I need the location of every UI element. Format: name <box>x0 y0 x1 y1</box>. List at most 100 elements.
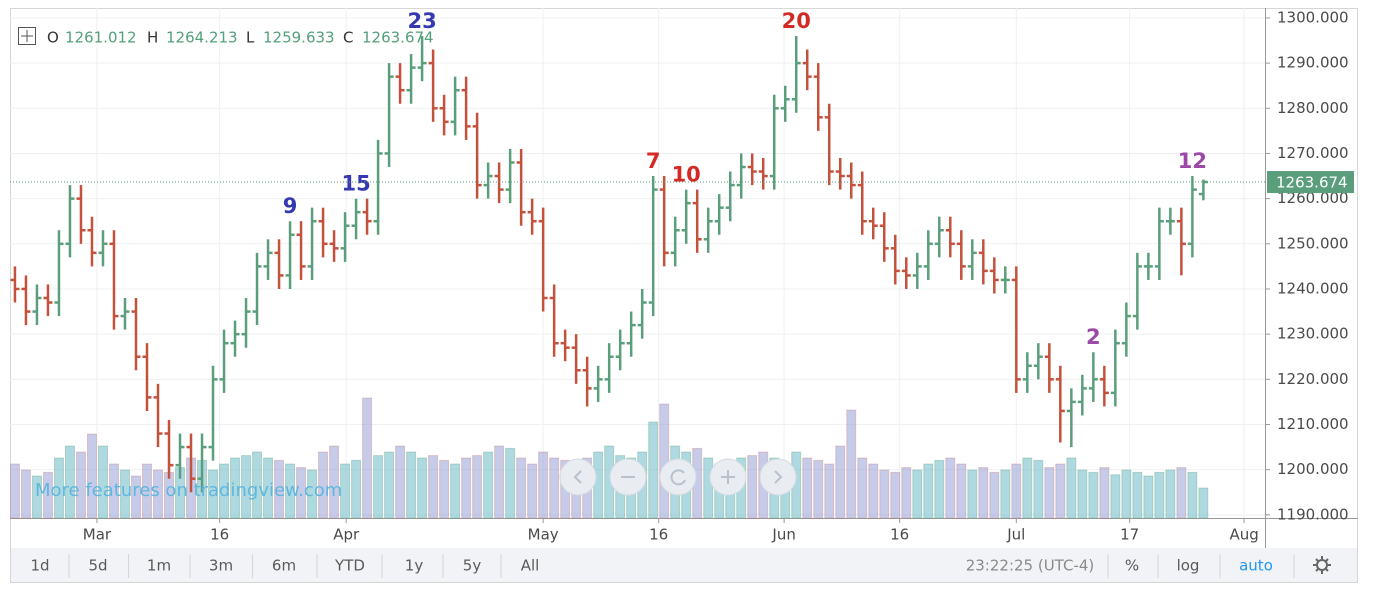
x-tick-label: Jun <box>771 526 795 544</box>
volume-bar <box>406 451 417 519</box>
volume-bar <box>75 451 86 519</box>
annotation: 20 <box>782 9 811 33</box>
volume-bar <box>1099 467 1110 519</box>
x-tick-label: 16 <box>890 526 909 544</box>
volume-bar <box>648 421 659 519</box>
volume-bar <box>956 463 967 519</box>
volume-bar <box>901 467 912 519</box>
y-tick-label: 1270.000 <box>1277 144 1349 162</box>
last-price-box <box>1267 171 1354 194</box>
gear-hub <box>1316 559 1328 571</box>
volume-bar <box>9 463 20 519</box>
watermark: More features on tradingview.com <box>35 480 342 501</box>
volume-bar <box>813 459 824 519</box>
scroll-left[interactable] <box>559 458 597 496</box>
volume-bar <box>428 455 439 519</box>
volume-bar <box>945 457 956 519</box>
x-tick-label: Apr <box>333 526 360 544</box>
auto-button[interactable]: auto <box>1239 557 1273 575</box>
header-icon-plus <box>21 30 33 42</box>
annotation: 12 <box>1178 149 1207 173</box>
scroll-right[interactable] <box>759 458 797 496</box>
volume-bar <box>1055 463 1066 519</box>
volume-bar <box>230 457 241 519</box>
ohlc-value: 1264.213 <box>166 29 238 47</box>
range-button[interactable]: 3m <box>209 557 233 575</box>
range-button[interactable]: 1d <box>30 557 49 575</box>
volume-bar <box>119 469 130 519</box>
volume-bar <box>978 467 989 519</box>
volume-bar <box>241 455 252 519</box>
x-tick-label: Aug <box>1229 526 1258 544</box>
range-button[interactable]: All <box>521 557 540 575</box>
volume-bar <box>593 451 604 519</box>
volume-bar <box>802 457 813 519</box>
toolbar-bg <box>11 548 1357 582</box>
volume-bar <box>340 463 351 519</box>
volume-bar <box>130 475 141 519</box>
volume-bar <box>472 455 483 519</box>
volume-bar <box>1088 471 1099 519</box>
x-tick-label: 16 <box>210 526 229 544</box>
range-button[interactable]: 1y <box>405 557 424 575</box>
range-button[interactable]: 6m <box>272 557 296 575</box>
volume-bar <box>20 469 31 519</box>
volume-bar <box>703 457 714 519</box>
y-tick-label: 1230.000 <box>1277 325 1349 343</box>
volume-bar <box>417 457 428 519</box>
last-price-label: 1263.674 <box>1276 174 1348 192</box>
annotation: 10 <box>672 163 701 187</box>
labels: 1190.000 1200.000 1210.000 1220.000 1230.000… <box>10 8 1354 544</box>
icon-left <box>573 470 582 484</box>
volume-bar <box>1022 457 1033 519</box>
percent-button[interactable]: % <box>1125 557 1139 575</box>
volume-bar <box>108 463 119 519</box>
volume-bar <box>1132 471 1143 519</box>
volume-bar <box>153 469 164 519</box>
settings-button[interactable] <box>1313 556 1331 574</box>
y-tick-label: 1290.000 <box>1277 54 1349 72</box>
volume-bar <box>219 463 230 519</box>
volume-bar <box>208 469 219 519</box>
x-tick-label: Mar <box>83 526 112 544</box>
volume-bar <box>362 397 373 519</box>
y-tick-label: 1210.000 <box>1277 415 1349 433</box>
icon-right <box>774 470 783 484</box>
volume-bar <box>538 451 549 519</box>
range-button[interactable]: 5y <box>463 557 482 575</box>
volume-bar <box>1011 463 1022 519</box>
annotation: 23 <box>407 9 436 33</box>
volume-bar <box>934 459 945 519</box>
volume-bar <box>252 451 263 519</box>
volume-bar <box>384 451 395 519</box>
toolbar: 23:22:25 (UTC-4) % log auto 1d 5d 1m 3m 6m YT… <box>30 554 1331 578</box>
volume-bar <box>450 463 461 519</box>
range-button[interactable]: YTD <box>334 557 365 575</box>
volume-bar <box>1077 469 1088 519</box>
volume-bar <box>1165 469 1176 519</box>
range-button[interactable]: 1m <box>147 557 171 575</box>
volume-bar <box>1154 471 1165 519</box>
y-tick-label: 1190.000 <box>1277 505 1349 523</box>
volume-bar <box>1176 467 1187 519</box>
volume-bar <box>318 451 329 519</box>
volume-bar <box>53 457 64 519</box>
y-tick-label: 1280.000 <box>1277 99 1349 117</box>
volume-bar <box>505 447 516 519</box>
volume-bar <box>868 463 879 519</box>
log-button[interactable]: log <box>1177 557 1200 575</box>
volume-bar <box>307 469 318 519</box>
header-icon[interactable] <box>18 27 36 45</box>
ohlc-letter: L <box>246 29 255 47</box>
reset[interactable] <box>659 458 697 496</box>
volume-bar <box>1143 475 1154 519</box>
range-button[interactable]: 5d <box>88 557 107 575</box>
x-tick-label: May <box>528 526 559 544</box>
volume-bar <box>516 457 527 519</box>
volume-bar <box>373 455 384 519</box>
ohlc-letter: O <box>47 29 59 47</box>
volume-bar <box>879 469 890 519</box>
y-tick-label: 1250.000 <box>1277 234 1349 252</box>
volume-bar <box>31 475 42 519</box>
